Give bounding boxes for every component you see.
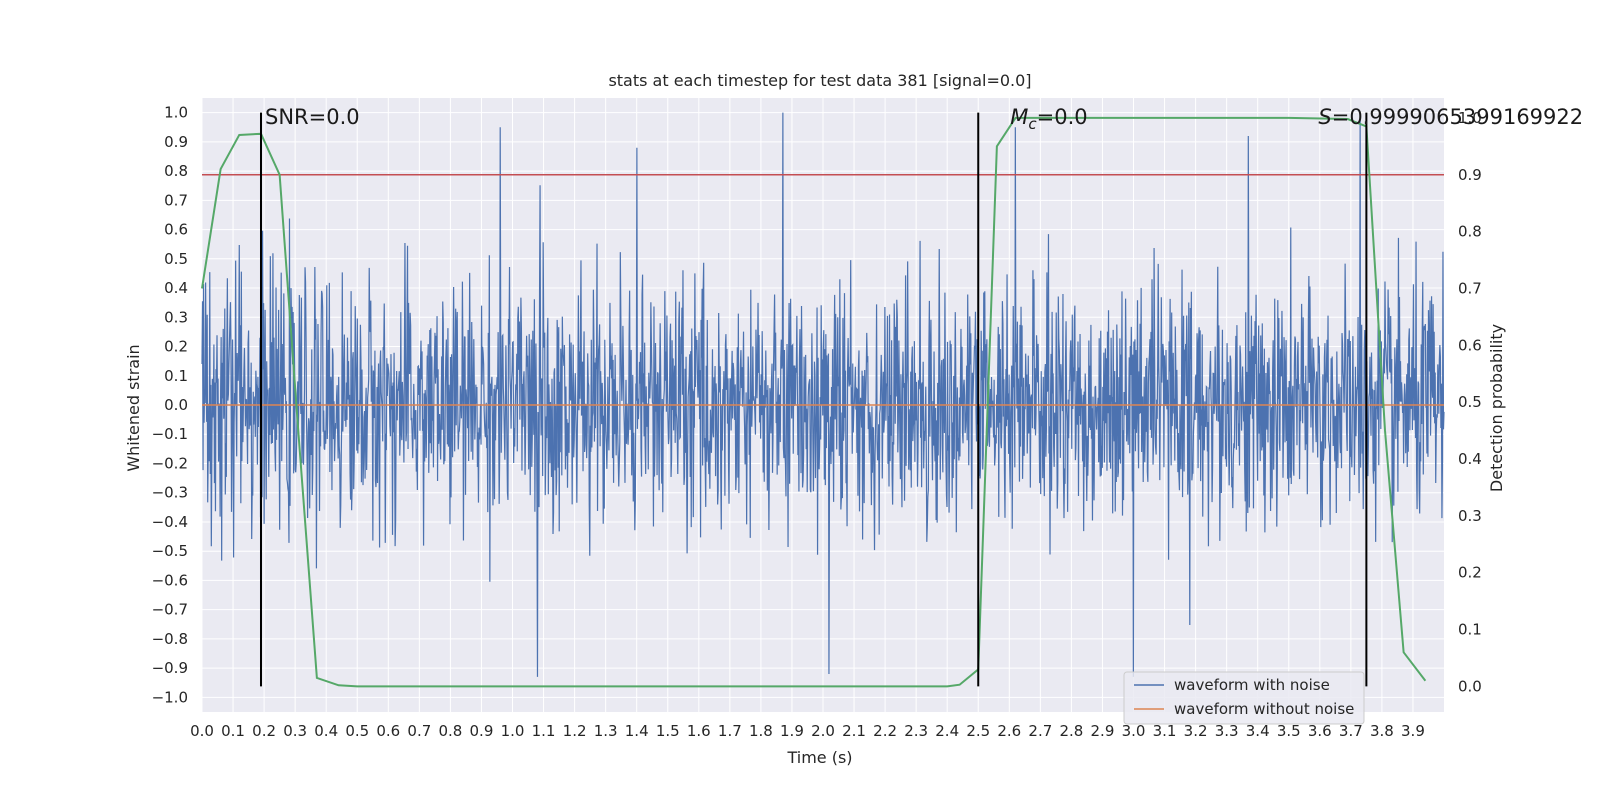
y-tick-label: −0.8 <box>152 630 188 648</box>
annotations: SNR=0.0 Mc=0.0 S=0.9999065399169922 <box>265 105 1583 133</box>
x-tick-label: 0.7 <box>407 722 431 740</box>
series-waveform-with-noise <box>201 112 1445 677</box>
chart-title: stats at each timestep for test data 381… <box>608 71 1031 90</box>
x-tick-label: 0.9 <box>470 722 494 740</box>
y2-tick-label: 1.0 <box>1458 109 1482 127</box>
x-tick-label: 2.6 <box>997 722 1021 740</box>
x-tick-label: 3.1 <box>1153 722 1177 740</box>
y-tick-label: −0.1 <box>152 425 188 443</box>
y2-tick-label: 0.9 <box>1458 166 1482 184</box>
x-tick-label: 1.0 <box>501 722 525 740</box>
x-tick-label: 2.5 <box>966 722 990 740</box>
annotation-s: S=0.9999065399169922 <box>1318 105 1583 129</box>
x-tick-label: 1.4 <box>625 722 649 740</box>
x-tick-label: 3.3 <box>1215 722 1239 740</box>
x-tick-label: 3.6 <box>1308 722 1332 740</box>
y-tick-label: 0.2 <box>164 338 188 356</box>
x-tick-label: 0.1 <box>221 722 245 740</box>
x-tick-label: 3.7 <box>1339 722 1363 740</box>
x-tick-label: 2.1 <box>842 722 866 740</box>
y-tick-label: 1.0 <box>164 104 188 122</box>
y-tick-label: 0.4 <box>164 279 188 297</box>
x-axis-label: Time (s) <box>786 748 852 767</box>
y-tick-label: −0.2 <box>152 454 188 472</box>
x-tick-label: 3.0 <box>1122 722 1146 740</box>
annotation-mc: Mc=0.0 <box>1010 105 1087 133</box>
x-tick-label: 0.8 <box>438 722 462 740</box>
y-tick-label: 0.9 <box>164 133 188 151</box>
y2-axis-label: Detection probability <box>1487 324 1506 492</box>
y2-tick-label: 0.3 <box>1458 507 1482 525</box>
x-tick-label: 1.9 <box>780 722 804 740</box>
y-tick-label: −0.9 <box>152 659 188 677</box>
x-tick-label: 2.0 <box>811 722 835 740</box>
y-tick-label: 0.3 <box>164 308 188 326</box>
x-tick-label: 1.5 <box>656 722 680 740</box>
annotation-snr: SNR=0.0 <box>265 105 360 129</box>
x-tick-label: 2.4 <box>935 722 959 740</box>
legend-label-waveform-with-noise: waveform with noise <box>1174 676 1330 694</box>
x-tick-label: 1.8 <box>749 722 773 740</box>
y2-tick-label: 0.6 <box>1458 336 1482 354</box>
y-tick-label: 0.6 <box>164 221 188 239</box>
y2-tick-label: 0.8 <box>1458 223 1482 241</box>
y2-tick-labels: 1.0 0.9 0.8 0.7 0.6 0.5 0.4 0.3 0.2 0.1 0.0 <box>1458 109 1482 696</box>
y-tick-label: 0.1 <box>164 367 188 385</box>
x-tick-label: 1.6 <box>687 722 711 740</box>
x-tick-label: 2.2 <box>873 722 897 740</box>
detection-probability-line <box>201 116 1427 688</box>
y-tick-label: 0.8 <box>164 162 188 180</box>
y-tick-label: 0.7 <box>164 191 188 209</box>
y-tick-label: −0.7 <box>152 601 188 619</box>
legend: waveform with noise waveform without noi… <box>1123 671 1365 725</box>
legend-label-waveform-without-noise: waveform without noise <box>1174 700 1354 718</box>
x-tick-label: 2.3 <box>904 722 928 740</box>
series-lines <box>201 116 1444 688</box>
y2-tick-label: 0.2 <box>1458 564 1482 582</box>
x-tick-labels: 0.0 0.1 0.2 0.3 0.4 0.5 0.6 0.7 0.8 0.9 1.0 1.1 1.2 1… <box>190 722 1425 740</box>
y2-tick-label: 0.5 <box>1458 393 1482 411</box>
y2-tick-label: 0.1 <box>1458 621 1482 639</box>
x-tick-label: 3.2 <box>1184 722 1208 740</box>
x-tick-label: 0.3 <box>283 722 307 740</box>
y-tick-label: −0.5 <box>152 542 188 560</box>
x-tick-label: 0.6 <box>376 722 400 740</box>
x-tick-label: 0.5 <box>345 722 369 740</box>
y-tick-label: −0.4 <box>152 513 188 531</box>
y-tick-label: 0.0 <box>164 396 188 414</box>
x-tick-label: 1.3 <box>594 722 618 740</box>
x-tick-label: 3.9 <box>1401 722 1425 740</box>
y-tick-label: −1.0 <box>152 688 188 706</box>
y-tick-labels: 1.0 0.9 0.8 0.7 0.6 0.5 0.4 0.3 0.2 0.1 0.0 −0.1 −0.… <box>152 104 188 707</box>
y2-tick-label: 0.7 <box>1458 279 1482 297</box>
x-tick-label: 1.2 <box>563 722 587 740</box>
x-tick-label: 3.4 <box>1246 722 1270 740</box>
y2-tick-label: 0.4 <box>1458 450 1482 468</box>
x-tick-label: 2.8 <box>1059 722 1083 740</box>
x-tick-label: 3.8 <box>1370 722 1394 740</box>
x-tick-label: 2.7 <box>1028 722 1052 740</box>
x-tick-label: 0.4 <box>314 722 338 740</box>
y2-tick-label: 0.0 <box>1458 677 1482 695</box>
vertical-markers <box>259 112 1368 687</box>
y-tick-label: −0.6 <box>152 571 188 589</box>
x-tick-label: 0.2 <box>252 722 276 740</box>
x-tick-label: 1.1 <box>532 722 556 740</box>
x-tick-label: 2.9 <box>1091 722 1115 740</box>
x-tick-label: 3.5 <box>1277 722 1301 740</box>
x-tick-label: 1.7 <box>718 722 742 740</box>
x-tick-label: 0.0 <box>190 722 214 740</box>
noise-waveform-path <box>201 112 1445 677</box>
y-tick-label: 0.5 <box>164 250 188 268</box>
y-axis-label: Whitened strain <box>124 344 143 471</box>
y-tick-label: −0.3 <box>152 484 188 502</box>
legend-box <box>1123 671 1365 725</box>
